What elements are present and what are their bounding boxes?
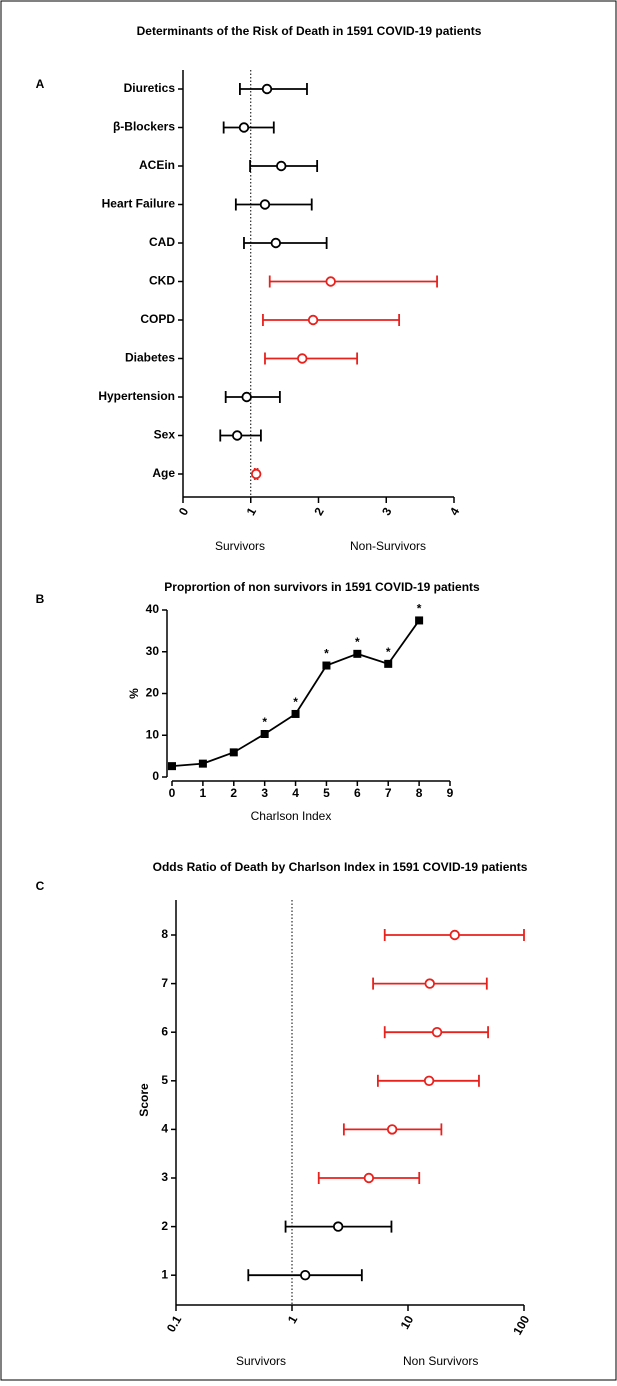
category-label: Age — [152, 466, 175, 480]
panel-label: A — [36, 77, 45, 91]
category-label: 7 — [161, 976, 168, 990]
marker — [260, 729, 269, 738]
chart-title: Odds Ratio of Death by Charlson Index in… — [153, 860, 528, 874]
point — [238, 122, 250, 133]
category-label: 3 — [161, 1170, 168, 1184]
x-tick-label: 8 — [416, 786, 423, 800]
category-label: CAD — [149, 235, 175, 249]
panel-label: C — [36, 879, 45, 893]
x-tick-label: 9 — [447, 786, 454, 800]
point — [431, 1026, 443, 1038]
category-label: 5 — [161, 1073, 168, 1087]
x-tick-label: 5 — [323, 786, 330, 800]
point — [386, 1124, 398, 1135]
point — [307, 314, 319, 326]
point — [363, 1172, 375, 1184]
significance-mark: * — [293, 695, 298, 709]
point — [259, 199, 271, 210]
annotation: Survivors — [236, 1354, 286, 1368]
point — [325, 276, 336, 287]
annotation: Non-Survivors — [350, 539, 426, 553]
y-tick-label: 30 — [146, 644, 160, 658]
significance-mark: * — [355, 635, 360, 649]
y-axis-label: % — [127, 688, 141, 699]
chart-title: Proprortion of non survivors in 1591 COV… — [164, 580, 480, 594]
x-tick-label: 2 — [230, 786, 237, 800]
category-label: ACEin — [139, 158, 175, 172]
significance-mark: * — [417, 602, 422, 616]
marker — [384, 659, 393, 668]
panel-label: B — [36, 592, 45, 606]
x-tick-label: 10 — [398, 1313, 417, 1332]
category-label: 4 — [161, 1122, 168, 1136]
y-tick-label: 40 — [146, 602, 160, 616]
significance-mark: * — [324, 647, 329, 661]
marker — [322, 661, 331, 670]
category-label: 1 — [161, 1267, 168, 1281]
category-label: Diabetes — [125, 351, 175, 365]
point — [449, 929, 460, 941]
marker — [415, 616, 424, 625]
marker — [229, 748, 238, 757]
point — [332, 1221, 344, 1232]
x-tick-label: 6 — [354, 786, 361, 800]
category-label: β-Blockers — [113, 120, 175, 134]
point — [270, 237, 282, 249]
significance-mark: * — [262, 715, 267, 729]
x-tick-label: 7 — [385, 786, 392, 800]
point — [297, 353, 308, 364]
y-axis-label: Score — [137, 1083, 151, 1117]
category-label: Diuretics — [124, 81, 176, 95]
annotation: Non Survivors — [403, 1354, 478, 1368]
marker — [168, 762, 176, 771]
point — [241, 391, 252, 403]
marker — [291, 709, 300, 718]
annotation: Survivors — [215, 539, 265, 553]
category-label: 6 — [161, 1024, 168, 1038]
marker — [353, 649, 362, 658]
significance-mark: * — [386, 645, 391, 659]
category-label: 2 — [161, 1219, 168, 1233]
y-tick-label: 20 — [146, 686, 160, 700]
x-tick-label: 3 — [261, 786, 268, 800]
category-label: CKD — [149, 274, 175, 288]
point — [300, 1269, 311, 1281]
category-label: Hypertension — [98, 389, 175, 403]
category-label: Heart Failure — [102, 197, 176, 211]
point — [261, 83, 273, 95]
x-axis-label: Charlson Index — [251, 809, 332, 823]
point — [424, 978, 435, 989]
x-tick-label: 0 — [169, 786, 176, 800]
point — [276, 160, 287, 172]
chart-title: Determinants of the Risk of Death in 159… — [137, 24, 482, 38]
y-tick-label: 0 — [152, 769, 159, 783]
category-label: Sex — [154, 428, 176, 442]
category-label: COPD — [140, 312, 175, 326]
point — [423, 1075, 435, 1087]
point — [231, 430, 243, 441]
x-tick-label: 1 — [200, 786, 207, 800]
point — [250, 468, 262, 480]
y-tick-label: 10 — [146, 727, 160, 741]
x-tick-label: 4 — [292, 786, 299, 800]
marker — [198, 759, 207, 768]
category-label: 8 — [161, 927, 168, 941]
